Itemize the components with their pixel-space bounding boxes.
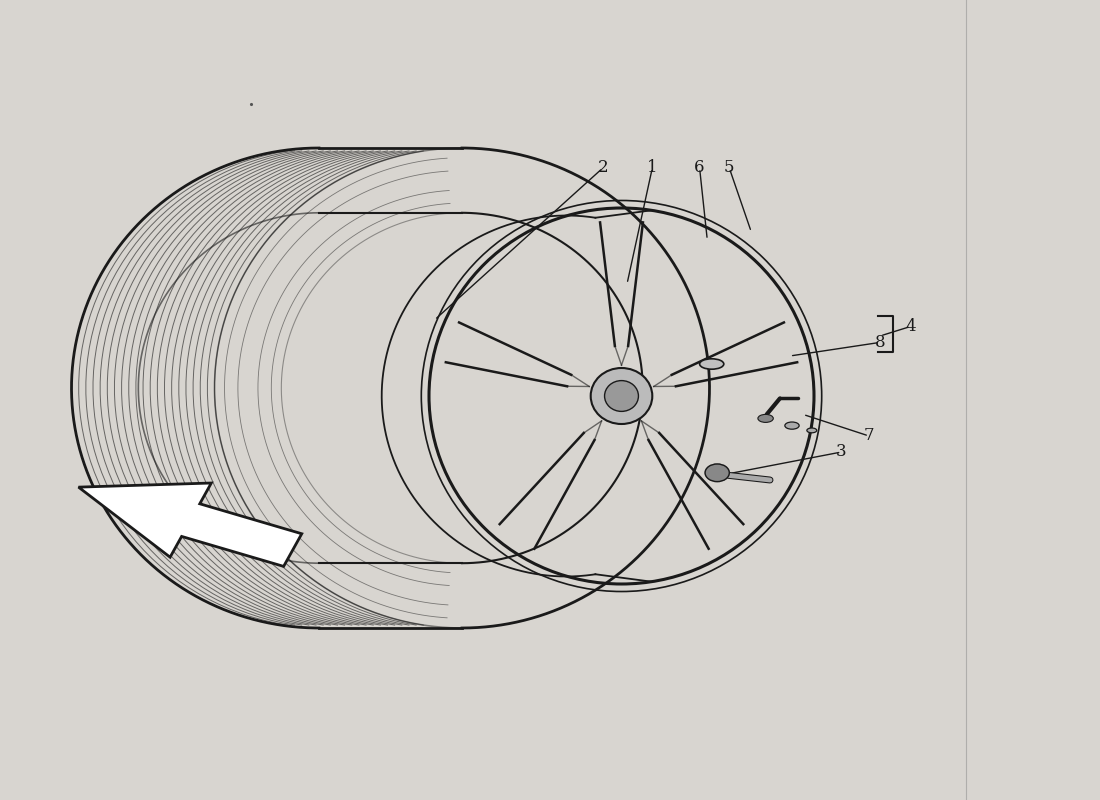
Text: 1: 1 (647, 159, 658, 177)
Ellipse shape (591, 368, 652, 424)
Ellipse shape (758, 414, 773, 422)
Ellipse shape (784, 422, 799, 429)
Text: 4: 4 (905, 318, 916, 335)
Text: 2: 2 (597, 159, 608, 177)
Text: 7: 7 (864, 427, 874, 445)
Text: 6: 6 (694, 159, 705, 177)
Polygon shape (78, 483, 301, 566)
Text: 5: 5 (724, 159, 735, 177)
Ellipse shape (700, 358, 724, 369)
Circle shape (705, 464, 729, 482)
Ellipse shape (806, 428, 816, 433)
Ellipse shape (605, 381, 638, 411)
Text: 3: 3 (836, 443, 847, 461)
Text: 8: 8 (874, 334, 886, 351)
